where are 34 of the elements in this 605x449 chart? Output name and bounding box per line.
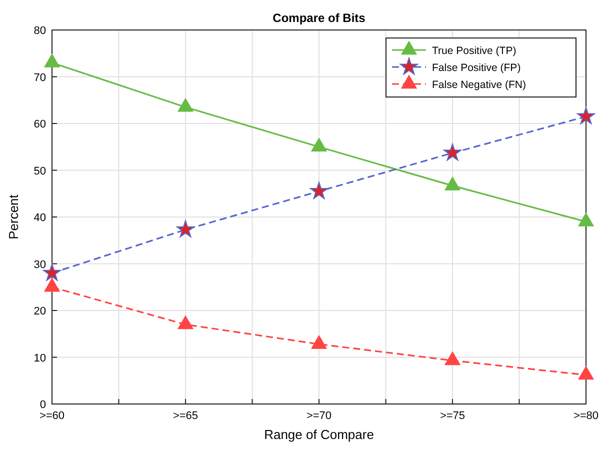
y-tick-label: 10 xyxy=(34,352,46,364)
y-tick-label: 80 xyxy=(34,25,46,37)
point xyxy=(44,278,60,292)
x-tick-label: >=75 xyxy=(440,410,466,422)
y-tick-label: 0 xyxy=(40,399,46,411)
point xyxy=(178,98,194,112)
x-tick-label: >=80 xyxy=(573,410,599,422)
point xyxy=(311,335,327,349)
y-tick-label: 70 xyxy=(34,72,46,84)
y-axis-title: Percent xyxy=(6,194,21,240)
point xyxy=(444,352,460,366)
point xyxy=(310,182,328,200)
x-tick-label: >=60 xyxy=(39,410,65,422)
point xyxy=(311,138,327,152)
x-tick-label: >=65 xyxy=(172,410,198,422)
point xyxy=(578,212,594,226)
y-tick-label: 40 xyxy=(34,212,46,224)
point xyxy=(44,54,60,68)
point xyxy=(178,316,194,330)
y-tick-label: 50 xyxy=(34,165,46,178)
legend-label: False Positive (FP) xyxy=(432,62,521,74)
x-axis-title: Range of Compare xyxy=(264,427,374,442)
x-tick-label: >=70 xyxy=(306,410,332,422)
legend-label: True Positive (TP) xyxy=(432,45,516,57)
point xyxy=(444,176,460,190)
chart-title: Compare of Bits xyxy=(272,11,366,25)
point xyxy=(443,144,462,161)
point xyxy=(176,220,195,238)
legend-label: False Negative (FN) xyxy=(432,79,526,91)
y-tick-label: 30 xyxy=(34,258,46,271)
point xyxy=(578,366,594,380)
y-tick-label: 20 xyxy=(34,306,46,318)
point xyxy=(576,107,596,124)
y-tick-label: 60 xyxy=(34,118,46,130)
